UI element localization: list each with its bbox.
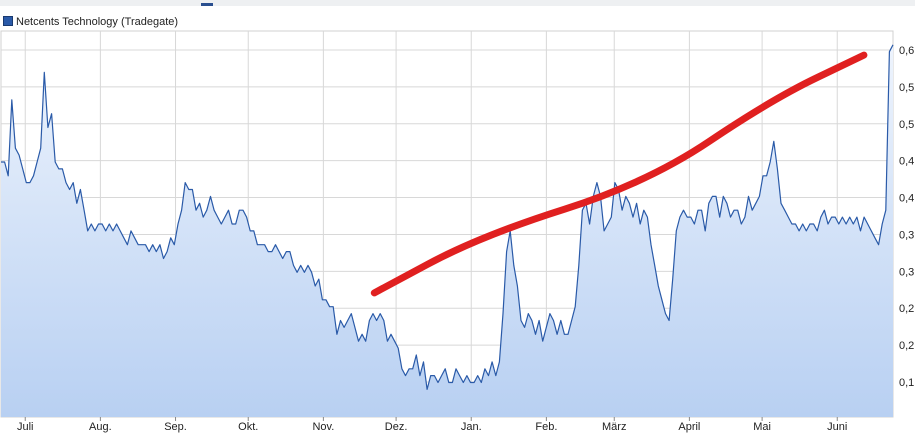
x-tick-label: Nov. [312,421,334,433]
x-tick-label: Aug. [89,421,112,433]
y-tick-label: 0,2 [899,340,914,352]
y-tick-label: 0,5 [899,82,914,94]
y-tick-label: 0,2 [899,303,914,315]
y-tick-label: 0,1 [899,377,914,389]
x-tick-label: April [678,421,700,433]
trend-annotation [370,51,868,297]
x-tick-label: Juli [17,421,34,433]
active-tab-marker [201,3,213,6]
legend: Netcents Technology (Tradegate) [3,15,178,29]
x-tick-label: Feb. [535,421,557,433]
y-tick-label: 0,3 [899,229,914,241]
y-tick-label: 0,3 [899,266,914,278]
price-line [1,44,894,390]
y-tick-label: 0,5 [899,119,914,131]
x-tick-label: Mai [753,421,771,433]
y-tick-label: 0,6 [899,45,914,57]
y-tick-label: 0,4 [899,193,914,205]
x-tick-label: März [602,421,626,433]
x-tick-label: Dez. [385,421,408,433]
x-tick-label: Okt. [238,421,258,433]
top-rule [0,0,915,6]
price-area [1,44,893,418]
x-tick-label: Juni [827,421,847,433]
legend-label: Netcents Technology (Tradegate) [16,16,179,28]
x-tick-label: Jan. [461,421,482,433]
x-tick-label: Sep. [164,421,187,433]
y-tick-label: 0,4 [899,156,914,168]
legend-swatch [3,16,13,27]
